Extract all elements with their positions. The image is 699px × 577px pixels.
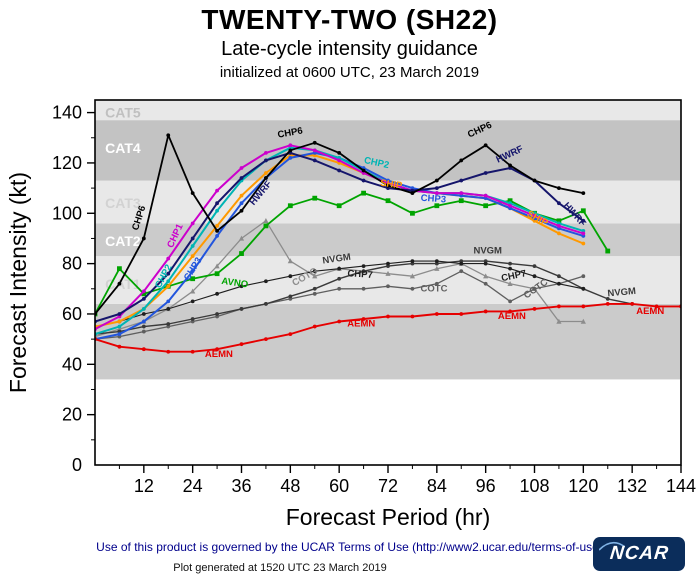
svg-text:0: 0 [72,455,82,475]
svg-text:120: 120 [568,476,598,496]
svg-text:144: 144 [666,476,696,496]
intensity-chart: CAT1 CAT2 CAT3 CAT4 CAT5 12 24 36 48 60 72 84 96 108 1… [0,86,699,532]
svg-text:108: 108 [519,476,549,496]
svg-text:48: 48 [280,476,300,496]
svg-text:140: 140 [52,103,82,123]
page-subtitle: Late-cycle intensity guidance [221,38,478,60]
svg-text:AEMN: AEMN [636,306,664,317]
svg-text:NVGM: NVGM [607,286,636,299]
svg-text:SHIP: SHIP [379,178,403,192]
svg-text:36: 36 [231,476,251,496]
svg-text:AEMN: AEMN [205,349,233,360]
svg-text:CHP7: CHP7 [500,268,527,284]
svg-text:CHP3: CHP3 [420,193,446,206]
svg-text:60: 60 [62,304,82,324]
svg-text:Forecast Period (hr): Forecast Period (hr) [286,504,491,530]
svg-text:AVNO: AVNO [221,276,249,291]
svg-text:Forecast Intensity (kt): Forecast Intensity (kt) [5,172,31,393]
init-time-line: initialized at 0600 UTC, 23 March 2019 [219,64,480,81]
ncar-swoosh-icon [599,541,625,551]
svg-text:24: 24 [183,476,203,496]
svg-text:72: 72 [378,476,398,496]
generated-timestamp-text: Plot generated at 1520 UTC 23 March 2019 [173,562,387,574]
svg-text:84: 84 [427,476,447,496]
svg-text:CHP2: CHP2 [363,155,390,171]
svg-text:CAT3: CAT3 [105,195,141,211]
svg-text:100: 100 [52,203,82,223]
ncar-logo-text: NCAR [608,543,670,564]
svg-text:NVGM: NVGM [322,252,352,267]
svg-text:20: 20 [62,405,82,425]
page-title: TWENTY-TWO (SH22) [201,4,498,35]
svg-text:CAT2: CAT2 [105,233,141,249]
svg-text:40: 40 [62,354,82,374]
ncar-logo: NCAR [593,537,685,571]
svg-text:60: 60 [329,476,349,496]
svg-text:96: 96 [476,476,496,496]
svg-text:80: 80 [62,254,82,274]
svg-text:CAT4: CAT4 [105,140,141,156]
svg-text:CAT5: CAT5 [105,105,141,121]
svg-text:NVGM: NVGM [473,246,502,257]
svg-text:AEMN: AEMN [347,319,375,330]
terms-of-use-text: Use of this product is governed by the U… [96,540,603,554]
svg-text:12: 12 [134,476,154,496]
svg-text:COTC: COTC [421,283,448,294]
svg-text:CHP6: CHP6 [277,125,304,140]
svg-text:120: 120 [52,153,82,173]
svg-text:132: 132 [617,476,647,496]
svg-text:CHP7: CHP7 [347,268,373,281]
svg-text:AEMN: AEMN [498,311,526,322]
